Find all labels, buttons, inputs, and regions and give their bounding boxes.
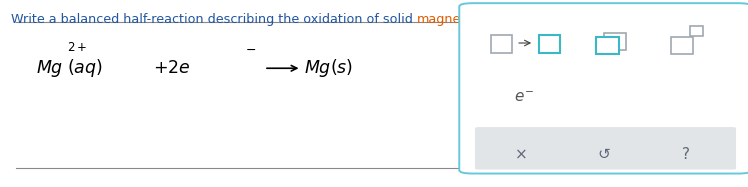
Text: $Mg(s)$: $Mg(s)$ (304, 57, 353, 79)
Bar (671, 37, 693, 54)
Text: ×: × (515, 147, 528, 162)
Text: to aqueous: to aqueous (492, 13, 572, 26)
Text: ↺: ↺ (597, 147, 610, 162)
Text: $(aq)$: $(aq)$ (67, 57, 103, 79)
Text: $Mg$: $Mg$ (36, 58, 64, 79)
Text: $-$: $-$ (245, 43, 256, 56)
Bar (539, 35, 560, 53)
Text: ?: ? (682, 147, 690, 162)
FancyBboxPatch shape (459, 3, 748, 174)
Text: $+ 2e$: $+ 2e$ (153, 59, 191, 77)
Bar (604, 33, 626, 50)
Bar (596, 37, 619, 54)
FancyBboxPatch shape (475, 127, 736, 170)
Text: $2+$: $2+$ (67, 41, 88, 54)
Bar (491, 35, 512, 53)
Bar (690, 26, 703, 36)
Text: magnesium: magnesium (417, 13, 492, 26)
Text: magnesium: magnesium (572, 13, 647, 26)
Text: $\mathit{e}^{-}$: $\mathit{e}^{-}$ (514, 90, 534, 105)
Text: cations.: cations. (647, 13, 702, 26)
Text: Write a balanced half-reaction describing the oxidation of solid: Write a balanced half-reaction describin… (11, 13, 417, 26)
